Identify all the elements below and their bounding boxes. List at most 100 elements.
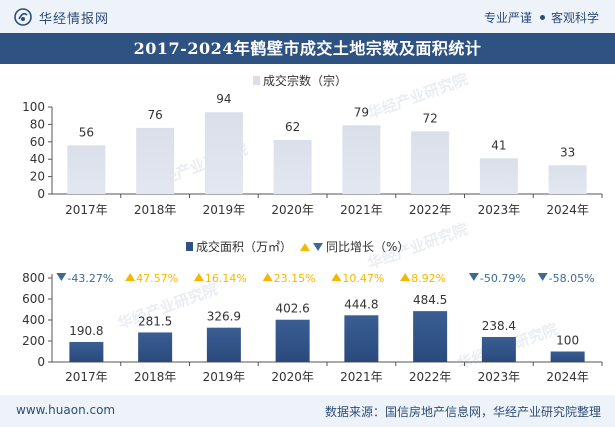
legend-label-growth: 同比增长（%）: [326, 240, 409, 254]
bar: [273, 140, 312, 194]
y-tick-label: 80: [30, 117, 45, 131]
growth-up-triangle-icon: [125, 273, 136, 281]
tag-objective: 客观科学: [550, 11, 599, 25]
y-tick-label: 400: [22, 313, 45, 327]
x-tick-label: 2020年: [271, 203, 314, 217]
bar: [136, 127, 175, 194]
growth-value-label: 47.57%: [136, 272, 178, 285]
growth-value-label: -58.05%: [549, 272, 595, 285]
footer-url[interactable]: www.huaon.com: [16, 403, 116, 417]
legend-label-area: 成交面积（万㎡）: [196, 239, 292, 254]
x-tick-label: 2017年: [65, 203, 108, 217]
chart-area: 华经产业研究院华经产业研究院华经产业研究院华经产业研究院华经产业研究院 成交宗数…: [22, 70, 603, 384]
tag-separator-dot: [539, 15, 545, 20]
x-tick-label: 2021年: [340, 203, 383, 217]
bar: [481, 336, 516, 362]
footer: www.huaon.com 数据来源：国信房地产信息网，华经产业研究院整理: [0, 395, 615, 427]
x-tick-label: 2023年: [478, 370, 521, 384]
y-tick-label: 20: [30, 170, 45, 184]
bar-value-label: 484.5: [413, 293, 447, 307]
bottom-legend: 成交面积（万㎡） 同比增长（%）: [186, 239, 409, 254]
tag-professional: 专业严谨: [483, 11, 532, 25]
bar-value-label: 402.6: [275, 302, 309, 316]
x-tick-label: 2017年: [65, 370, 108, 384]
growth-up-triangle-icon: [331, 273, 342, 281]
bar: [548, 165, 587, 194]
x-tick-label: 2020年: [271, 370, 314, 384]
y-tick-label: 600: [22, 292, 45, 306]
footer-source: 数据来源：国信房地产信息网，华经产业研究院整理: [324, 405, 601, 419]
y-tick-label: 0: [37, 187, 45, 201]
y-tick-label: 60: [30, 135, 45, 149]
bar-value-label: 56: [79, 125, 94, 139]
bar: [67, 145, 106, 194]
bar-value-label: 72: [422, 111, 437, 125]
y-tick-label: 200: [22, 334, 45, 348]
top-legend: 成交宗数（宗）: [253, 73, 347, 88]
bar-value-label: 238.4: [482, 319, 516, 333]
watermark-text: 华经产业研究院: [365, 70, 470, 123]
bar-value-label: 94: [216, 92, 231, 106]
bar: [275, 319, 310, 362]
growth-down-triangle-icon: [56, 273, 67, 281]
bar-value-label: 444.8: [344, 297, 378, 311]
x-tick-label: 2024年: [546, 203, 589, 217]
bar-value-label: 326.9: [207, 310, 241, 324]
x-tick-label: 2018年: [134, 370, 177, 384]
legend-up-triangle-icon: [300, 243, 310, 251]
growth-value-label: -50.79%: [480, 272, 526, 285]
bar: [204, 112, 243, 194]
x-tick-label: 2023年: [478, 203, 521, 217]
legend-swatch-area: [186, 242, 193, 251]
bar-value-label: 33: [560, 145, 575, 159]
brand-logo-icon: [14, 8, 32, 26]
x-tick-label: 2019年: [203, 370, 246, 384]
x-tick-label: 2019年: [203, 203, 246, 217]
bar-value-label: 76: [147, 108, 162, 122]
y-tick-label: 40: [30, 152, 45, 166]
growth-up-triangle-icon: [262, 273, 273, 281]
bar-value-label: 41: [491, 138, 506, 152]
legend-label: 成交宗数（宗）: [263, 73, 347, 88]
x-tick-label: 2018年: [134, 203, 177, 217]
chart-title: 2017-2024年鹤壁市成交土地宗数及面积统计: [0, 33, 615, 64]
legend-down-triangle-icon: [313, 243, 323, 251]
bar-value-label: 281.5: [138, 314, 172, 328]
top-bar: 华经情报网 专业严谨 客观科学: [0, 0, 615, 33]
brand-name[interactable]: 华经情报网: [39, 11, 110, 27]
bar: [206, 327, 241, 362]
growth-value-label: 23.15%: [274, 272, 316, 285]
bar-value-label: 62: [285, 120, 300, 134]
growth-down-triangle-icon: [537, 273, 548, 281]
legend-swatch: [253, 76, 260, 85]
growth-value-label: -43.27%: [67, 272, 113, 285]
top-bar-chart: 成交宗数（宗） 0 20 40 60 80 100 56 2017年 76 2018年 94 2019年…: [22, 73, 603, 217]
bar: [479, 158, 518, 194]
bar: [550, 351, 585, 362]
growth-value-label: 10.47%: [342, 272, 384, 285]
bar: [344, 315, 379, 362]
bar: [411, 131, 450, 194]
bar: [413, 311, 448, 362]
header-tags: 专业严谨 客观科学: [484, 9, 599, 26]
growth-up-triangle-icon: [400, 273, 411, 281]
growth-down-triangle-icon: [468, 273, 479, 281]
y-tick-label: 0: [37, 355, 45, 369]
bottom-bar-chart: 成交面积（万㎡） 同比增长（%） 0 200 400 600 800 190.8 2017年 -4…: [22, 239, 603, 384]
x-tick-label: 2024年: [546, 370, 589, 384]
bar-value-label: 190.8: [69, 324, 103, 338]
x-tick-label: 2022年: [409, 203, 452, 217]
bar: [69, 341, 104, 362]
bar-value-label: 100: [556, 334, 579, 348]
x-tick-label: 2021年: [340, 370, 383, 384]
y-tick-label: 800: [22, 271, 45, 285]
growth-value-label: 16.14%: [205, 272, 247, 285]
growth-up-triangle-icon: [193, 273, 204, 281]
bar: [138, 332, 173, 362]
bar-value-label: 79: [354, 105, 369, 119]
growth-value-label: 8.92%: [411, 272, 446, 285]
bar: [342, 125, 381, 194]
brand: 华经情报网: [14, 7, 109, 27]
y-tick-label: 100: [22, 100, 45, 114]
x-tick-label: 2022年: [409, 370, 452, 384]
